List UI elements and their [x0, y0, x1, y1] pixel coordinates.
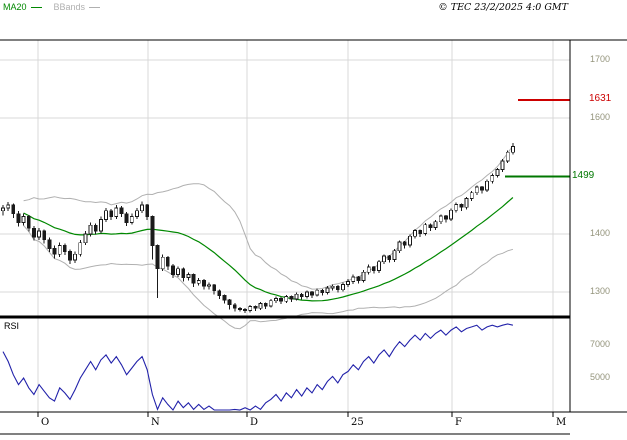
bbands-legend-label: BBands — [53, 2, 86, 12]
legend-item-ma20: MA20 — [3, 2, 42, 13]
resistance-level-label: 1631 — [589, 93, 612, 104]
ma20-legend-label: MA20 — [3, 2, 27, 12]
legend-item-bbands: BBands — [54, 2, 101, 13]
ma20-line-swatch — [30, 7, 42, 8]
legend: MA20 BBands — [3, 2, 101, 13]
support-level-label: 1499 — [572, 170, 595, 181]
bbands-line-swatch — [89, 7, 101, 8]
rsi-panel-title: RSI — [4, 321, 20, 331]
copyright-text: © TEC 23/2/2025 4:0 GMT — [438, 2, 568, 13]
